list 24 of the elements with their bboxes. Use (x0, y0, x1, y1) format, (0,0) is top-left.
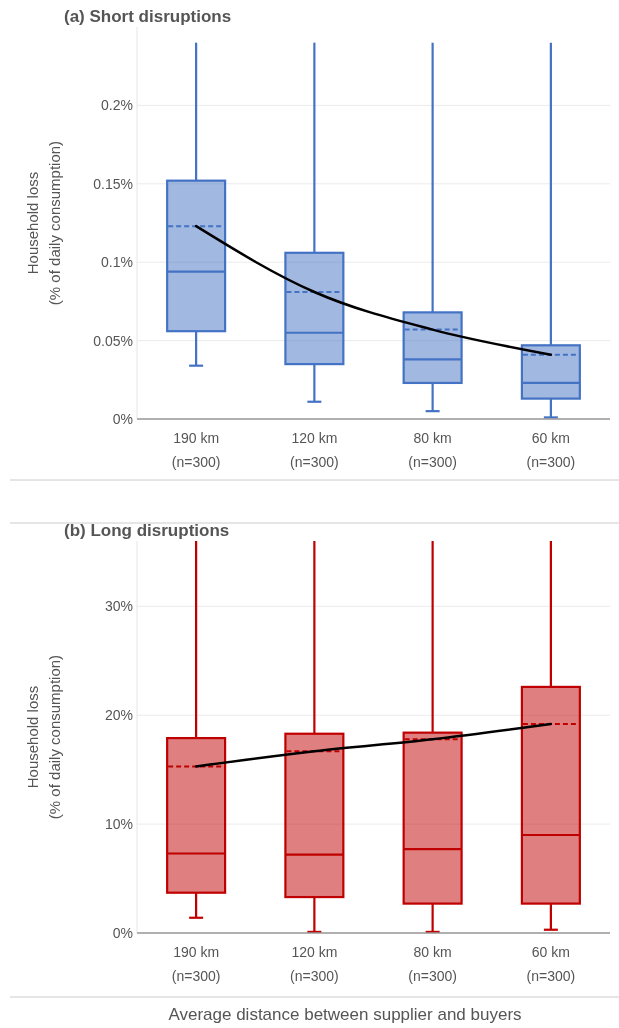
line-series (194, 224, 553, 356)
chart-title: (b) Long disruptions (64, 521, 230, 540)
x-tick-label: 80 km (n=300) (408, 944, 457, 984)
line-series (194, 722, 553, 768)
x-axis-title: Average distance between supplier and buyers (168, 1005, 522, 1024)
x-tick-label: 120 km (n=300) (290, 430, 339, 470)
y-tick-label: 10% (104, 816, 133, 833)
y-tick-label: 0.15% (93, 175, 133, 192)
y-tick-label: 30% (104, 598, 133, 615)
y-tick-label: 0.2% (101, 97, 133, 114)
x-tick-label: 120 km (n=300) (290, 944, 339, 984)
y-tick-label: 0.05% (93, 332, 133, 349)
y-tick-label: 20% (104, 707, 133, 724)
y-axis-title: Household loss (% of daily consumption) (24, 140, 63, 306)
y-tick-label: 0% (112, 410, 133, 427)
y-tick-label: 0.1% (101, 254, 133, 271)
x-tick-label: 190 km (n=300) (171, 944, 221, 984)
y-axis-title: Household loss (% of daily consumption) (24, 654, 63, 820)
x-tick-label: 60 km (n=300) (526, 430, 576, 470)
x-tick-label: 80 km (n=300) (408, 430, 457, 470)
chart-title: (a) Short disruptions (64, 7, 232, 26)
y-tick-label: 0% (112, 924, 133, 941)
x-tick-label: 60 km (n=300) (526, 944, 576, 984)
x-tick-label: 190 km (n=300) (171, 430, 221, 470)
